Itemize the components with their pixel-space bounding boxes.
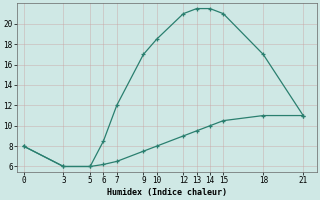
X-axis label: Humidex (Indice chaleur): Humidex (Indice chaleur) <box>107 188 227 197</box>
